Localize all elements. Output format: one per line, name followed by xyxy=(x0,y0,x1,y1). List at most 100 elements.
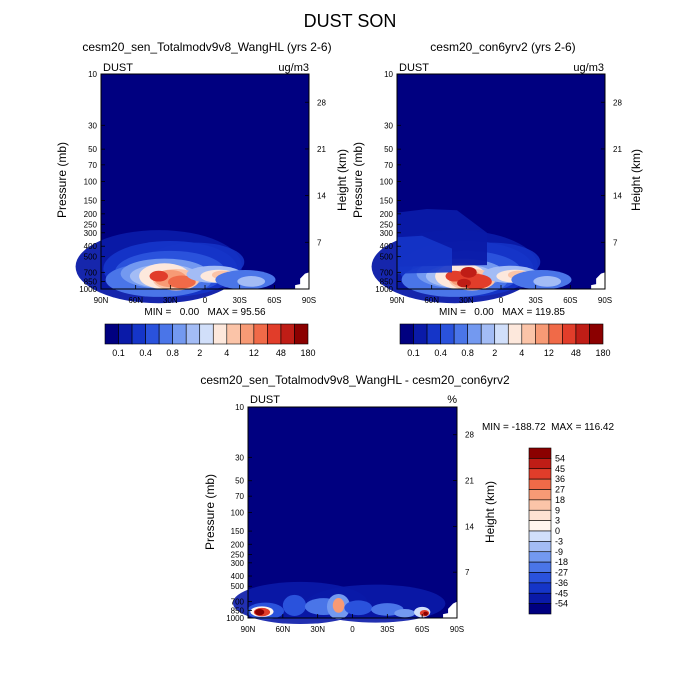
pressure-tick-label: 500 xyxy=(84,253,98,262)
colorbar-swatch xyxy=(294,323,309,345)
difference-contour-field xyxy=(232,581,457,625)
dust-concentration-contour xyxy=(149,270,169,282)
colorbar-label: 48 xyxy=(571,348,581,358)
latitude-tick-label: 0 xyxy=(350,625,355,634)
pressure-tick-label: 50 xyxy=(235,477,244,486)
pressure-tick-label: 200 xyxy=(231,540,245,549)
colorbar-swatch xyxy=(528,458,552,470)
colorbar-label: 18 xyxy=(555,495,565,505)
difference-panel: cesm20_sen_Totalmodv9v8_WangHL - cesm20_… xyxy=(200,373,614,634)
latitude-tick-label: 90N xyxy=(94,296,109,305)
colorbar-label: 27 xyxy=(555,485,565,495)
colorbar-swatch xyxy=(528,561,552,573)
pressure-tick-label: 250 xyxy=(231,550,245,559)
pressure-tick-label: 1000 xyxy=(226,614,244,623)
height-tick-label: 21 xyxy=(465,477,474,486)
colorbar-label: 0.8 xyxy=(461,348,474,358)
left-contour-field xyxy=(75,230,309,304)
latitude-tick-label: 30S xyxy=(233,296,247,305)
pressure-tick-label: 250 xyxy=(84,220,98,229)
colorbar-swatch xyxy=(118,323,133,345)
left-panel-variable-label: DUST xyxy=(103,62,133,74)
latitude-tick-label: 90S xyxy=(302,296,316,305)
colorbar-label: 4 xyxy=(224,348,229,358)
latitude-tick-label: 30N xyxy=(163,296,178,305)
colorbar-swatch xyxy=(528,489,552,501)
pressure-tick-label: 300 xyxy=(380,229,394,238)
colorbar-swatch xyxy=(528,499,552,511)
left-pressure-axis-title: Pressure (mb) xyxy=(55,142,69,218)
colorbar-label: 3 xyxy=(555,516,560,526)
height-tick-label: 14 xyxy=(317,192,326,201)
pressure-tick-label: 300 xyxy=(231,559,245,568)
pressure-tick-label: 700 xyxy=(84,268,98,277)
pressure-tick-label: 400 xyxy=(380,242,394,251)
latitude-tick-label: 90S xyxy=(450,625,464,634)
pressure-tick-label: 10 xyxy=(235,403,244,412)
dust-concentration-contour xyxy=(237,276,266,287)
right-height-axis: 28 21 14 7 xyxy=(601,98,622,247)
height-tick-label: 28 xyxy=(613,98,622,107)
colorbar-label: 2 xyxy=(492,348,497,358)
difference-pressure-axis-title: Pressure (mb) xyxy=(203,474,217,550)
pressure-tick-label: 70 xyxy=(88,161,97,170)
pressure-tick-label: 200 xyxy=(380,210,394,219)
pressure-tick-label: 200 xyxy=(84,210,98,219)
height-tick-label: 14 xyxy=(613,192,622,201)
pressure-tick-label: 500 xyxy=(380,253,394,262)
height-tick-label: 14 xyxy=(465,522,474,531)
pressure-tick-label: 150 xyxy=(380,196,394,205)
colorbar-swatch xyxy=(240,323,255,345)
dust-difference-contour xyxy=(394,608,416,618)
colorbar-label: 0.4 xyxy=(139,348,152,358)
colorbar-swatch xyxy=(494,323,509,345)
topography-mask xyxy=(591,272,605,289)
difference-height-axis: 28 21 14 7 xyxy=(453,431,474,577)
left-height-axis: 28 21 14 7 xyxy=(305,98,326,247)
colorbar-swatch xyxy=(145,323,160,345)
dust-concentration-contour xyxy=(460,266,477,278)
latitude-tick-label: 30N xyxy=(459,296,474,305)
colorbar-swatch xyxy=(413,323,428,345)
left-panel-units-label: ug/m3 xyxy=(278,62,309,74)
pressure-tick-label: 150 xyxy=(84,196,98,205)
colorbar-label: -18 xyxy=(555,557,568,567)
latitude-tick-label: 60N xyxy=(275,625,290,634)
colorbar-label: 0 xyxy=(555,526,560,536)
colorbar-swatch xyxy=(172,323,187,345)
pressure-tick-label: 50 xyxy=(384,145,393,154)
latitude-tick-label: 30S xyxy=(380,625,394,634)
difference-panel-variable-label: DUST xyxy=(250,394,280,406)
left-panel: cesm20_sen_Totalmodv9v8_WangHL (yrs 2-6)… xyxy=(55,40,349,358)
colorbar-swatch xyxy=(528,478,552,490)
colorbar-swatch xyxy=(528,541,552,553)
colorbar-label: 45 xyxy=(555,464,565,474)
pressure-tick-label: 70 xyxy=(235,492,244,501)
dust-difference-contour xyxy=(423,611,428,616)
colorbar-label: 0.1 xyxy=(407,348,420,358)
colorbar-swatch xyxy=(528,551,552,563)
colorbar-swatch xyxy=(253,323,268,345)
latitude-tick-label: 30S xyxy=(529,296,543,305)
colorbar-label: 4 xyxy=(519,348,524,358)
right-contour-field xyxy=(371,208,605,304)
colorbar-swatch xyxy=(528,447,552,459)
colorbar-label: -36 xyxy=(555,578,568,588)
colorbar-label: 48 xyxy=(276,348,286,358)
pressure-tick-label: 850 xyxy=(380,277,394,286)
pressure-tick-label: 850 xyxy=(84,277,98,286)
pressure-tick-label: 850 xyxy=(231,607,245,616)
height-tick-label: 7 xyxy=(465,568,470,577)
colorbar-swatch xyxy=(226,323,241,345)
colorbar-swatch xyxy=(589,323,604,345)
latitude-tick-label: 60S xyxy=(267,296,281,305)
right-colorbar: 0.1 0.4 0.8 2 4 12 48 180 xyxy=(399,323,611,358)
pressure-tick-label: 1000 xyxy=(79,285,97,294)
colorbar-swatch xyxy=(104,323,119,345)
colorbar-swatch xyxy=(426,323,441,345)
dust-concentration-contour xyxy=(445,270,465,282)
pressure-tick-label: 70 xyxy=(384,161,393,170)
dust-concentration-contour xyxy=(168,275,196,289)
latitude-tick-label: 60S xyxy=(563,296,577,305)
